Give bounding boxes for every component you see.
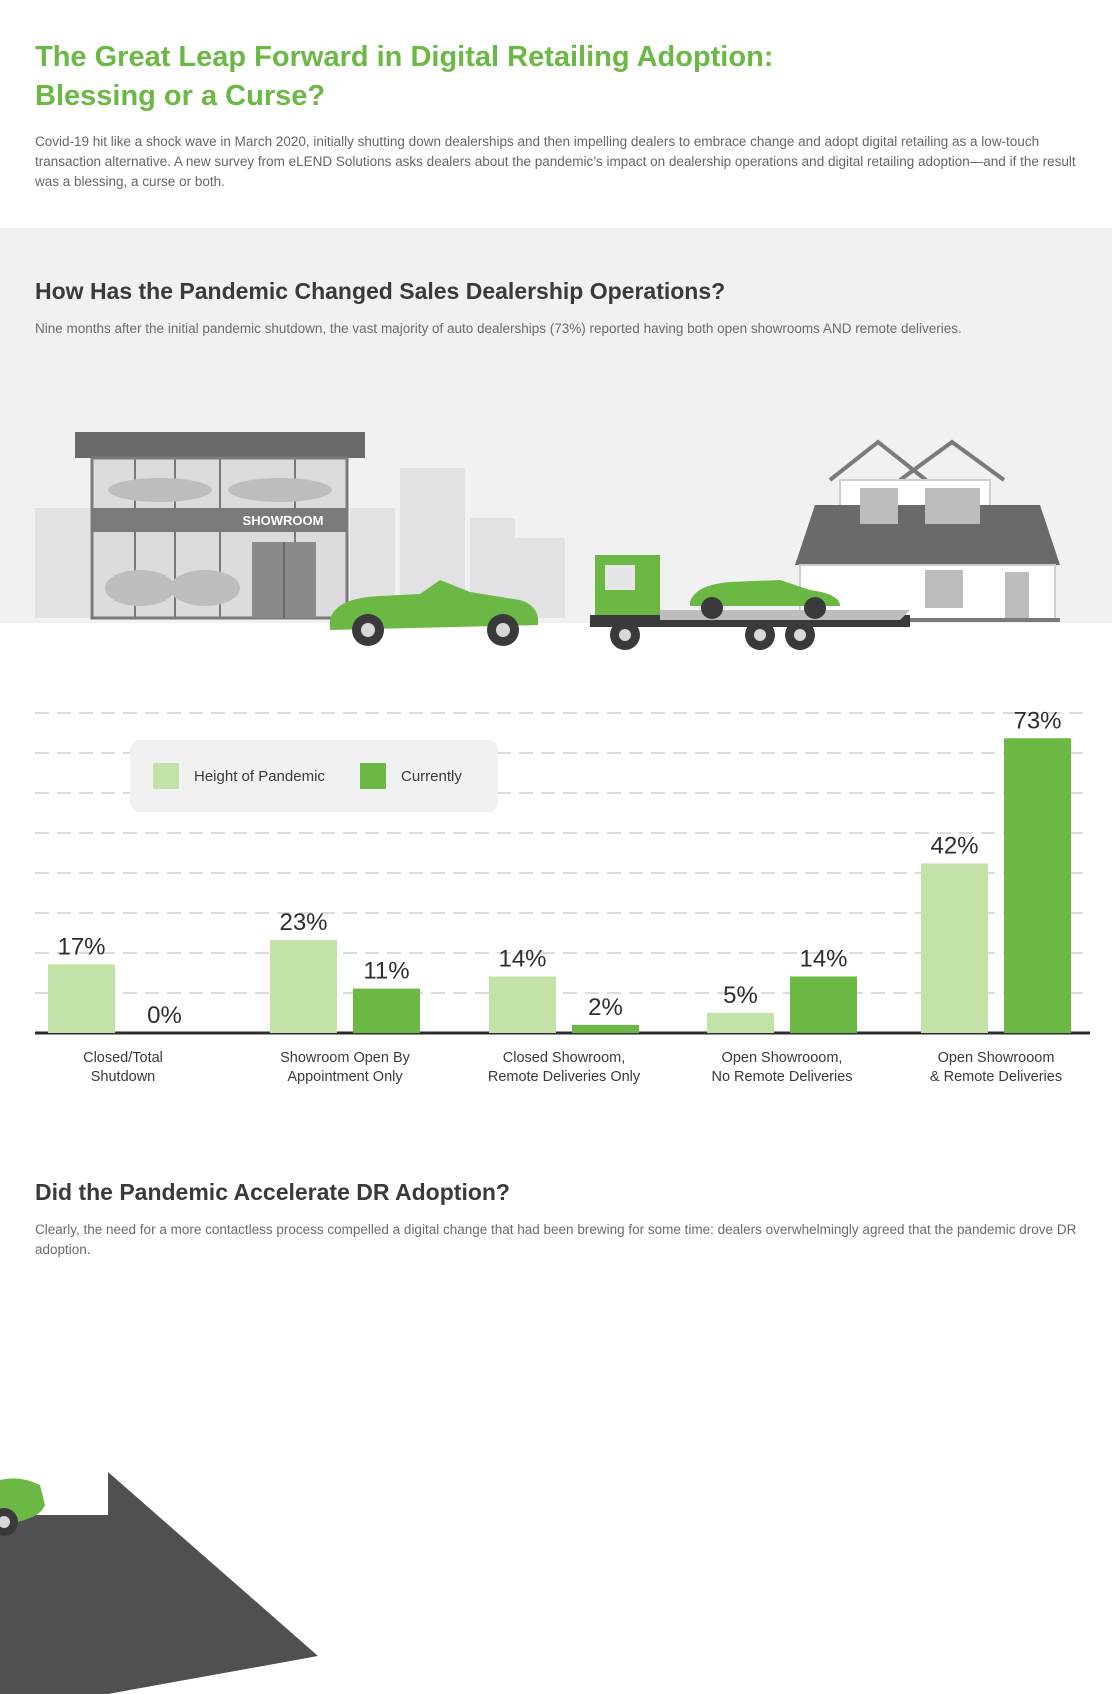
bar-value-label: 0% bbox=[147, 1002, 182, 1029]
bar-currently bbox=[572, 1024, 639, 1033]
x-axis-label: Open Showrooom, bbox=[722, 1050, 843, 1066]
section-operations-text: Nine months after the initial pandemic s… bbox=[35, 321, 962, 336]
chart-bars: 17% 23% 14% 5% 42% 0% 11% 2% 14% 73% bbox=[35, 707, 1090, 1035]
road-arrow-illustration bbox=[0, 1472, 318, 1694]
tow-truck-image bbox=[590, 555, 910, 650]
bar-value-label: 23% bbox=[279, 909, 327, 936]
x-axis-label: Showroom Open By bbox=[280, 1050, 411, 1066]
road-arrow-shape bbox=[0, 1472, 318, 1694]
x-axis-label: Remote Deliveries Only bbox=[488, 1069, 641, 1085]
x-axis-label: Open Showrooom bbox=[938, 1050, 1055, 1066]
section-operations: How Has the Pandemic Changed Sales Deale… bbox=[35, 278, 1080, 339]
bar-currently bbox=[353, 988, 420, 1033]
chart-x-labels: Closed/Total Shutdown Showroom Open By Appo… bbox=[83, 1050, 1062, 1085]
bar-currently bbox=[790, 976, 857, 1033]
x-axis-label: Shutdown bbox=[91, 1069, 156, 1085]
chart-legend: Height of Pandemic Currently bbox=[130, 740, 498, 812]
intro-paragraph: Covid-19 hit like a shock wave in March … bbox=[35, 134, 1076, 189]
legend-swatch bbox=[153, 763, 179, 789]
bar-currently bbox=[1004, 738, 1071, 1033]
section-operations-title: How Has the Pandemic Changed Sales Deale… bbox=[35, 278, 726, 304]
page-title: The Great Leap Forward in Digital Retail… bbox=[35, 38, 1095, 116]
section-adoption-title: Did the Pandemic Accelerate DR Adoption? bbox=[35, 1179, 510, 1205]
showroom-sign: SHOWROOM bbox=[243, 513, 324, 528]
x-axis-label: Closed/Total bbox=[83, 1050, 163, 1066]
showroom-building-image: SHOWROOM bbox=[75, 432, 365, 620]
legend-label: Height of Pandemic bbox=[194, 768, 325, 785]
house-image bbox=[795, 439, 1060, 622]
bar-height-of-pandemic bbox=[48, 964, 115, 1033]
bar-height-of-pandemic bbox=[707, 1012, 774, 1033]
bar-value-label: 73% bbox=[1013, 707, 1061, 734]
intro-section: The Great Leap Forward in Digital Retail… bbox=[35, 38, 1095, 192]
city-buildings-image bbox=[35, 468, 565, 618]
x-axis-label: Appointment Only bbox=[287, 1069, 403, 1085]
x-axis-label: Closed Showroom, bbox=[503, 1050, 626, 1066]
green-convertible-image bbox=[330, 580, 539, 646]
legend-label: Currently bbox=[401, 768, 462, 785]
section-adoption-text: Clearly, the need for a more contactless… bbox=[35, 1222, 1077, 1257]
operations-bar-chart: Height of Pandemic Currently 17% 23% 14% 5% 4… bbox=[35, 707, 1090, 1085]
bar-height-of-pandemic bbox=[489, 976, 556, 1033]
x-axis-label: No Remote Deliveries bbox=[711, 1069, 852, 1085]
bar-value-label: 11% bbox=[363, 958, 409, 985]
dealership-illustration: SHOWROOM bbox=[35, 432, 1060, 650]
bar-height-of-pandemic bbox=[270, 940, 337, 1033]
bar-height-of-pandemic bbox=[921, 863, 988, 1033]
bar-value-label: 14% bbox=[799, 945, 847, 972]
bar-value-label: 2% bbox=[588, 994, 623, 1021]
bar-value-label: 42% bbox=[930, 832, 978, 859]
legend-swatch bbox=[360, 763, 386, 789]
bar-value-label: 17% bbox=[57, 933, 105, 960]
legend-box bbox=[130, 740, 498, 812]
green-car-image bbox=[0, 1478, 45, 1536]
bar-value-label: 5% bbox=[723, 982, 758, 1009]
bar-value-label: 14% bbox=[498, 945, 546, 972]
x-axis-label: & Remote Deliveries bbox=[930, 1069, 1062, 1085]
section-adoption: Did the Pandemic Accelerate DR Adoption?… bbox=[35, 1179, 1080, 1260]
page-title-line-1: The Great Leap Forward in Digital Retail… bbox=[35, 41, 774, 73]
page-title-line-2: Blessing or a Curse? bbox=[35, 80, 326, 112]
